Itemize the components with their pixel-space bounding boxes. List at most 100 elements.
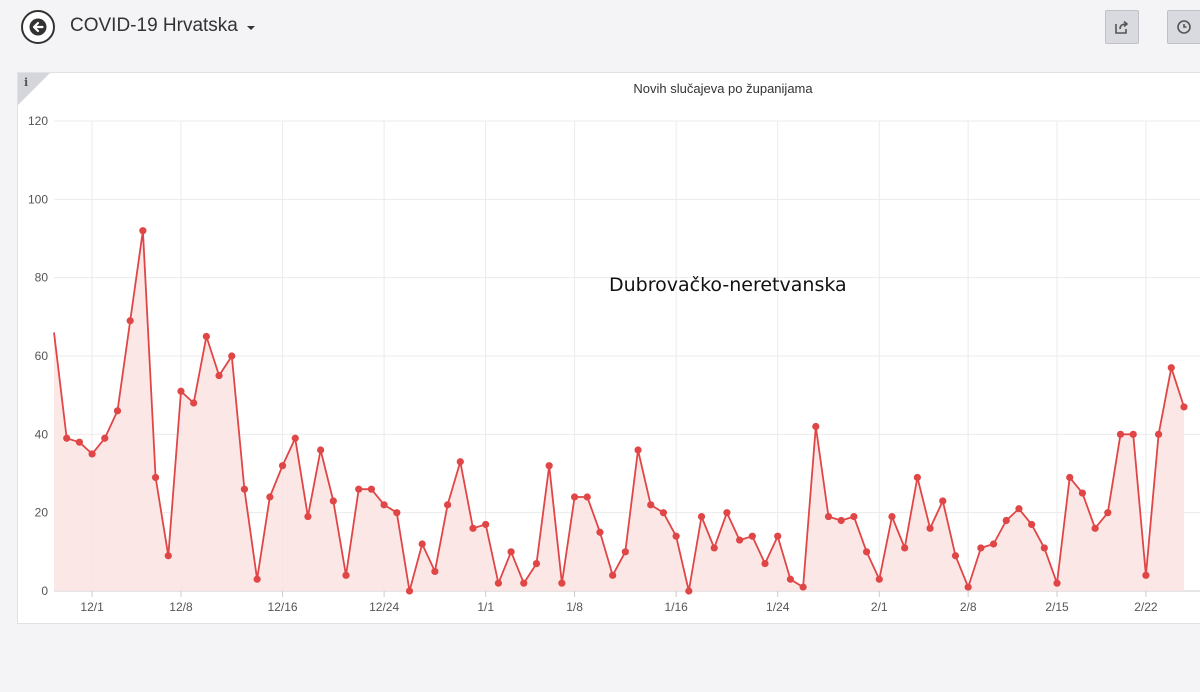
x-tick-label: 2/1 xyxy=(871,600,888,614)
data-point xyxy=(367,485,376,493)
data-point xyxy=(317,446,325,454)
share-button[interactable] xyxy=(1105,10,1139,44)
data-point xyxy=(380,501,388,509)
x-tick-label: 1/8 xyxy=(566,600,583,614)
data-point xyxy=(697,512,706,521)
y-tick-label: 60 xyxy=(35,349,49,363)
y-axis: 0 20 40 60 80 100 120 xyxy=(28,114,48,598)
data-point xyxy=(126,317,134,325)
region-label: Dubrovačko-neretvanska xyxy=(609,274,847,296)
data-point xyxy=(964,583,972,591)
data-point xyxy=(1040,544,1048,552)
data-point xyxy=(139,227,147,235)
chart-title: Novih slučajeva po županijama xyxy=(633,81,813,96)
line-chart: Novih slučajeva po županijama 0 20 40 60 80 1… xyxy=(28,81,1200,614)
data-point xyxy=(862,548,871,556)
x-axis: 12/1 12/8 12/16 12/24 1/1 1/8 1/16 1/24 2/1 2/8 2/… xyxy=(54,590,1200,614)
x-tick-label: 12/24 xyxy=(369,600,399,614)
data-point xyxy=(723,509,731,517)
history-button[interactable] xyxy=(1167,10,1200,44)
data-point xyxy=(583,493,591,501)
data-point xyxy=(939,497,947,505)
data-point xyxy=(748,532,756,540)
data-point xyxy=(1116,430,1125,438)
x-tick-label: 2/15 xyxy=(1045,600,1069,614)
data-point xyxy=(215,371,223,380)
y-tick-label: 20 xyxy=(35,506,49,520)
y-tick-label: 120 xyxy=(28,114,48,128)
data-point xyxy=(685,587,693,595)
data-point xyxy=(113,407,122,415)
info-label: i xyxy=(24,76,28,89)
data-point xyxy=(164,552,172,560)
data-point xyxy=(1066,473,1074,482)
data-point xyxy=(875,575,883,583)
data-point xyxy=(1002,516,1010,525)
series-line xyxy=(53,229,1185,592)
data-point xyxy=(393,509,401,517)
data-points xyxy=(63,227,1188,595)
data-point xyxy=(151,473,160,482)
data-point xyxy=(1078,489,1087,497)
arrow-left-icon xyxy=(29,18,47,36)
data-point xyxy=(596,528,604,536)
data-point xyxy=(545,462,553,470)
data-point xyxy=(1104,509,1112,517)
data-point xyxy=(774,532,782,540)
data-point xyxy=(418,540,426,548)
x-tick-label: 1/1 xyxy=(477,600,494,614)
x-tick-label: 1/24 xyxy=(766,600,790,614)
chart-card: i Novih slučajeva po županijama 0 20 40 60 8… xyxy=(17,72,1200,624)
data-point xyxy=(901,544,909,552)
data-point xyxy=(240,485,249,493)
x-tick-label: 2/22 xyxy=(1134,600,1158,614)
data-point xyxy=(355,485,363,493)
x-tick-label: 12/8 xyxy=(169,600,193,614)
back-button[interactable] xyxy=(21,10,55,44)
y-tick-label: 40 xyxy=(35,427,49,441)
data-point xyxy=(812,422,820,431)
data-point xyxy=(837,516,845,525)
data-point xyxy=(786,575,795,583)
data-point xyxy=(291,434,299,442)
data-point xyxy=(342,571,350,579)
data-point xyxy=(1167,364,1175,372)
x-tick-label: 2/8 xyxy=(960,600,977,614)
data-point xyxy=(951,552,960,560)
data-point xyxy=(647,501,655,509)
app-title-dropdown[interactable]: COVID-19 Hrvatska xyxy=(70,15,255,37)
data-point xyxy=(989,540,998,548)
data-point xyxy=(456,458,464,466)
share-icon xyxy=(1115,20,1129,34)
data-point xyxy=(482,520,490,529)
data-point xyxy=(101,434,109,442)
data-point xyxy=(190,399,198,407)
data-point xyxy=(278,462,287,470)
data-point xyxy=(913,473,921,482)
data-point xyxy=(202,332,210,341)
data-point xyxy=(63,434,71,442)
y-tick-label: 80 xyxy=(35,271,49,285)
data-point xyxy=(494,579,502,587)
data-point xyxy=(888,512,896,521)
data-point xyxy=(799,583,807,591)
data-point xyxy=(253,575,261,583)
data-point xyxy=(266,493,274,501)
top-bar: COVID-19 Hrvatska xyxy=(0,0,1200,60)
data-point xyxy=(469,524,477,532)
info-corner-icon[interactable]: i xyxy=(18,73,50,105)
app-title: COVID-19 Hrvatska xyxy=(70,15,238,36)
data-point xyxy=(405,587,414,595)
y-tick-label: 100 xyxy=(28,192,48,206)
x-tick-label: 1/16 xyxy=(664,600,688,614)
data-point xyxy=(1028,520,1036,529)
data-point xyxy=(1155,430,1163,438)
data-point xyxy=(329,497,337,505)
data-point xyxy=(659,509,668,517)
data-point xyxy=(634,446,642,454)
data-point xyxy=(926,524,934,532)
data-point xyxy=(177,387,185,395)
data-point xyxy=(761,559,769,568)
data-point xyxy=(1180,403,1188,411)
data-point xyxy=(532,559,541,568)
